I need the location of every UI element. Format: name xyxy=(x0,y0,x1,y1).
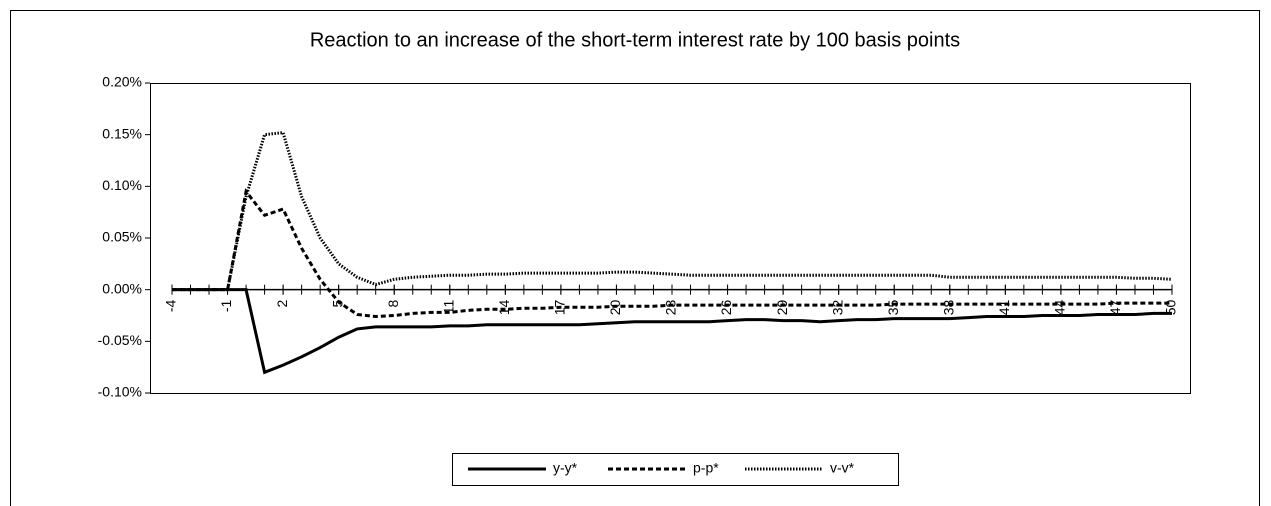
y-tick-label: 0.00% xyxy=(102,280,142,296)
x-tick-label: -1 xyxy=(218,299,234,312)
x-tick-label: 11 xyxy=(440,299,456,314)
x-tick-label: 5 xyxy=(329,299,345,307)
legend-label: p-p* xyxy=(693,460,719,476)
chart-frame xyxy=(10,10,1260,506)
x-tick-label: 14 xyxy=(496,299,512,315)
series-line xyxy=(172,288,1172,375)
x-tick-label: 29 xyxy=(774,299,790,315)
x-tick-label: 23 xyxy=(663,299,679,315)
chart-title: Reaction to an increase of the short-ter… xyxy=(310,29,960,51)
y-tick-label: 0.20% xyxy=(102,74,142,90)
y-tick-label: 0.10% xyxy=(102,177,142,193)
x-tick-label: 38 xyxy=(940,299,956,315)
x-tick-label: 44 xyxy=(1052,299,1068,315)
y-tick-label: 0.15% xyxy=(102,125,142,141)
x-tick-label: 41 xyxy=(996,299,1012,315)
x-tick-label: 2 xyxy=(274,299,290,307)
x-tick-label: 32 xyxy=(829,299,845,315)
y-tick-label: 0.05% xyxy=(102,229,142,245)
legend-label: y-y* xyxy=(553,460,578,476)
x-tick-label: 26 xyxy=(718,299,734,315)
x-tick-label: 35 xyxy=(885,299,901,315)
y-tick-label: -0.05% xyxy=(98,332,142,348)
y-tick-label: -0.10% xyxy=(98,384,142,400)
x-tick-label: -4 xyxy=(163,299,179,312)
series-line xyxy=(172,187,1172,319)
x-tick-label: 8 xyxy=(385,299,401,307)
plot-area xyxy=(150,83,1191,394)
legend-label: v-v* xyxy=(830,460,855,476)
series-line xyxy=(172,130,1173,292)
